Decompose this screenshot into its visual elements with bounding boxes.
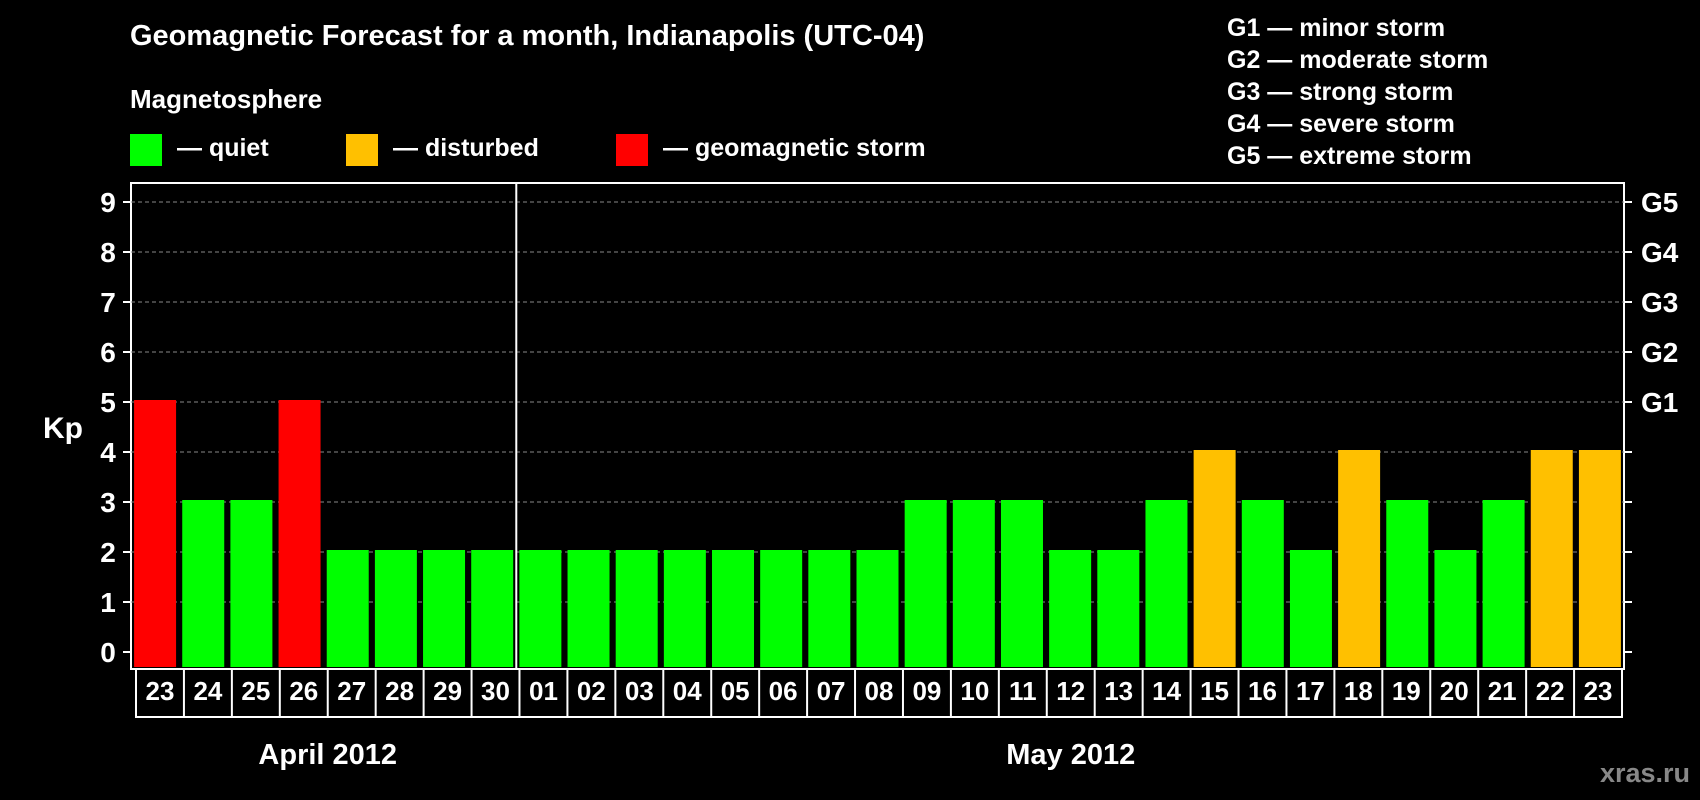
date-label: 30 (481, 676, 510, 706)
kp-bar (1386, 500, 1429, 667)
legend-label-disturbed: — disturbed (393, 134, 539, 162)
date-label: 20 (1440, 676, 1469, 706)
y-tick-label: 6 (100, 337, 116, 368)
date-label: 18 (1344, 676, 1373, 706)
legend-label-quiet: — quiet (177, 134, 269, 162)
storm-level-label: G2 (1641, 337, 1678, 368)
kp-bar (1578, 450, 1621, 667)
storm-level-label: G4 (1641, 237, 1679, 268)
month-label: April 2012 (258, 739, 397, 771)
kp-bar (1482, 500, 1525, 667)
y-tick-label: 7 (100, 287, 116, 318)
storm-level-label: G3 (1641, 287, 1678, 318)
date-label: 06 (769, 676, 798, 706)
date-label: 08 (865, 676, 894, 706)
date-label: 14 (1152, 676, 1181, 706)
storm-scale-g5: G5 — extreme storm (1227, 142, 1472, 170)
kp-bar (230, 500, 273, 667)
date-label: 04 (673, 676, 702, 706)
kp-bar (1241, 500, 1284, 667)
month-label: May 2012 (1006, 739, 1135, 771)
kp-bar (760, 550, 803, 667)
date-label: 28 (385, 676, 414, 706)
kp-bar (952, 500, 995, 667)
kp-bar (1434, 550, 1477, 667)
y-tick-label: 5 (100, 387, 116, 418)
storm-scale-g4: G4 — severe storm (1227, 110, 1455, 138)
legend-subtitle: Magnetosphere (130, 84, 323, 114)
date-label: 02 (577, 676, 606, 706)
date-label: 07 (817, 676, 846, 706)
date-label: 23 (146, 676, 175, 706)
kp-bar (808, 550, 851, 667)
storm-level-label: G5 (1641, 187, 1678, 218)
storm-scale-g1: G1 — minor storm (1227, 14, 1446, 42)
y-tick-label: 1 (100, 587, 116, 618)
kp-bar (423, 550, 466, 667)
kp-bar (904, 500, 947, 667)
storm-scale-g3: G3 — strong storm (1227, 78, 1454, 106)
date-label: 16 (1248, 676, 1277, 706)
date-label: 13 (1104, 676, 1133, 706)
kp-bar (1049, 550, 1092, 667)
kp-bar (1097, 550, 1140, 667)
date-axis-frame (135, 668, 1623, 718)
kp-bar (1000, 500, 1043, 667)
y-tick-label: 4 (100, 437, 116, 468)
date-label: 09 (912, 676, 941, 706)
legend-label-storm: — geomagnetic storm (663, 134, 926, 162)
date-label: 17 (1296, 676, 1325, 706)
y-tick-label: 0 (100, 637, 116, 668)
date-label: 11 (1009, 676, 1037, 706)
date-label: 25 (241, 676, 270, 706)
kp-bar (374, 550, 417, 667)
date-label: 29 (433, 676, 462, 706)
date-label: 10 (960, 676, 989, 706)
y-tick-label: 9 (100, 187, 116, 218)
kp-bar (615, 550, 658, 667)
kp-bar (182, 500, 225, 667)
y-tick-label: 8 (100, 237, 116, 268)
date-label: 15 (1200, 676, 1229, 706)
kp-bar (856, 550, 899, 667)
date-label: 12 (1056, 676, 1085, 706)
kp-bar (1530, 450, 1573, 667)
storm-scale-g2: G2 — moderate storm (1227, 46, 1489, 74)
y-tick-label: 2 (100, 537, 116, 568)
date-label: 27 (337, 676, 366, 706)
date-label: 26 (289, 676, 318, 706)
kp-bar (1193, 450, 1236, 667)
kp-bar (712, 550, 755, 667)
kp-bar (519, 550, 562, 667)
legend-swatch-quiet (130, 134, 162, 166)
date-label: 22 (1536, 676, 1565, 706)
chart-title: Geomagnetic Forecast for a month, Indian… (130, 20, 925, 52)
watermark: xras.ru (1599, 758, 1690, 788)
date-label: 03 (625, 676, 654, 706)
kp-bar (1289, 550, 1332, 667)
date-label: 05 (721, 676, 750, 706)
y-tick-label: 3 (100, 487, 116, 518)
date-label: 24 (193, 676, 222, 706)
legend-swatch-storm (616, 134, 648, 166)
kp-bar (471, 550, 514, 667)
kp-bar (278, 400, 321, 667)
kp-bar (326, 550, 369, 667)
y-axis-label: Kp (43, 412, 83, 445)
storm-level-label: G1 (1641, 387, 1678, 418)
kp-bar (567, 550, 610, 667)
date-label: 21 (1488, 676, 1517, 706)
kp-bar (663, 550, 706, 667)
kp-bar (134, 400, 177, 667)
date-label: 01 (529, 676, 558, 706)
kp-bar (1338, 450, 1381, 667)
date-label: 19 (1392, 676, 1421, 706)
date-label: 23 (1584, 676, 1613, 706)
kp-bar (1145, 500, 1188, 667)
legend-swatch-disturbed (346, 134, 378, 166)
